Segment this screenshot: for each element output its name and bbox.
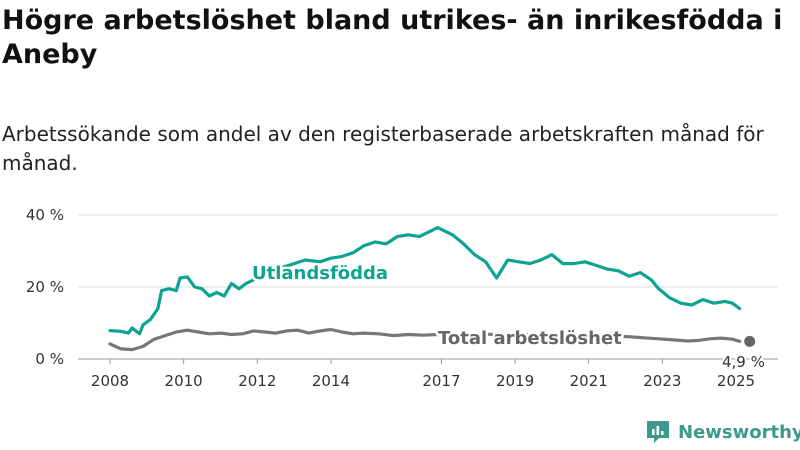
brand-logo[interactable]: Newsworthy (644, 418, 800, 446)
series-label-utlandsfodda: Utlandsfödda (252, 263, 388, 284)
end-value-label: 4,9 % (722, 353, 765, 371)
chart-title: Högre arbetslöshet bland utrikes- än inr… (2, 5, 783, 70)
x-tick-label: 2017 (422, 372, 460, 390)
line-chart: 0 % 20 % 40 % 2008 2010 2012 2014 2017 2019 2021… (26, 206, 778, 390)
y-tick-label: 0 % (35, 350, 64, 368)
y-tick-label: 40 % (26, 206, 64, 224)
x-tick-label: 2023 (643, 372, 681, 390)
series-line-total (108, 327, 742, 352)
series-label-total: Total arbetslöshet (438, 328, 622, 349)
end-point-marker (744, 335, 756, 347)
x-tick-label: 2008 (91, 372, 129, 390)
chart-subtitle: Arbetssökande som andel av den registerb… (2, 122, 764, 175)
brand-name: Newsworthy (678, 421, 800, 443)
series-lines (108, 226, 756, 352)
newsworthy-logo-icon (647, 421, 669, 443)
x-tick-label: 2021 (570, 372, 608, 390)
x-tick-label: 2010 (165, 372, 203, 390)
y-axis: 0 % 20 % 40 % (26, 206, 64, 368)
x-tick-label: 2025 (717, 372, 755, 390)
series-labels: Utlandsfödda Total arbetslöshet 4,9 % (250, 261, 767, 374)
x-tick-label: 2012 (238, 372, 276, 390)
x-axis: 2008 2010 2012 2014 2017 2019 2021 2023 2025 (91, 359, 755, 390)
gridlines (78, 214, 778, 360)
x-tick-label: 2014 (312, 372, 350, 390)
series-line-utlandsfodda (108, 226, 742, 336)
y-tick-label: 20 % (26, 278, 64, 296)
x-tick-label: 2019 (496, 372, 534, 390)
